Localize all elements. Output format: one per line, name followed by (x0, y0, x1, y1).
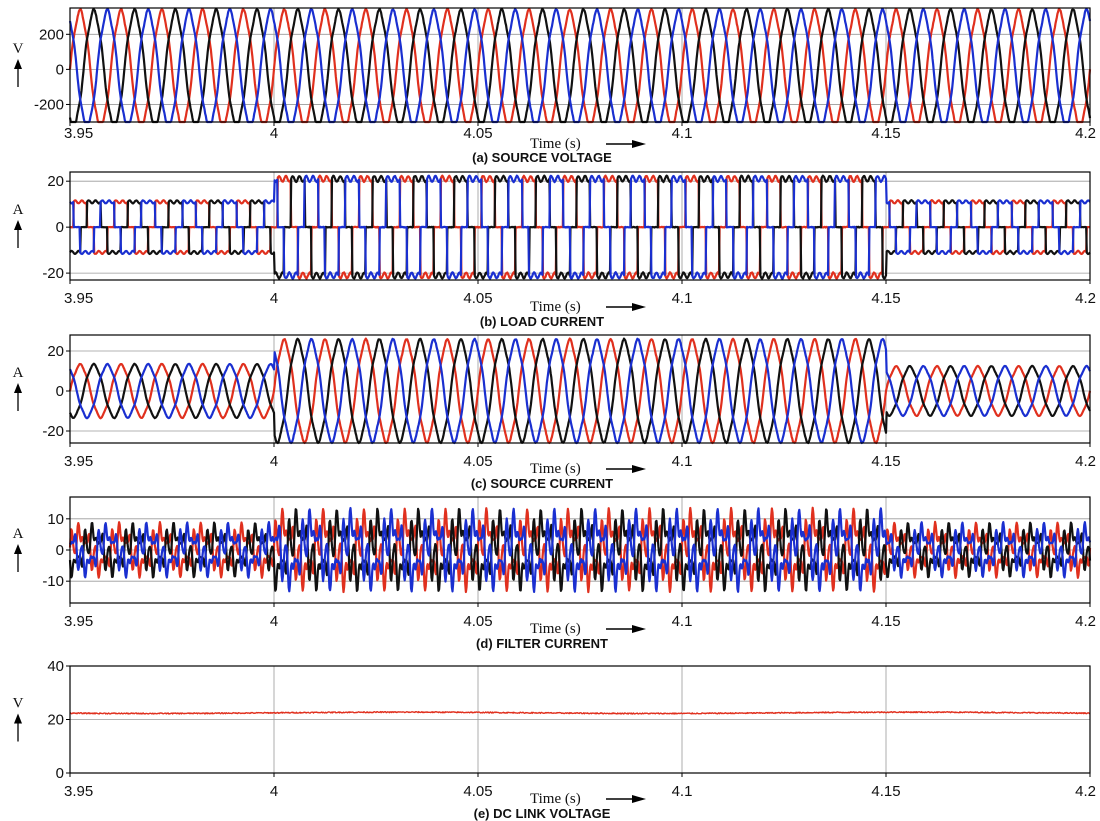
y-tick-label: 0 (56, 61, 64, 78)
series-line-1 (68, 7, 1092, 124)
x-tick-label: 4.15 (871, 125, 900, 142)
x-tick-label: 4.05 (463, 125, 492, 142)
y-arrow-head-icon (14, 220, 22, 230)
x-tick-label: 4.2 (1075, 613, 1096, 630)
x-axis-label: Time (s) (530, 791, 581, 807)
y-arrow-head-icon (14, 713, 22, 724)
plot-frame (69, 334, 1091, 444)
y-tick-label: -20 (42, 423, 64, 440)
x-arrow-head-icon (632, 303, 646, 311)
panel-3: -20 0 20 3.95 4 4.05 4.1 4.15 4.2 A Time (s)(c) SO… (13, 334, 1096, 491)
panel-1: -200 0 200 3.95 4 4.05 4.1 4.15 4.2 V Time (s)(a) … (13, 7, 1096, 165)
series-line-1 (69, 174, 1091, 280)
x-tick-label: 3.95 (64, 783, 93, 800)
x-tick-label: 4.1 (672, 453, 693, 470)
panel-caption: (e) DC LINK VOLTAGE (474, 806, 611, 821)
x-tick-label: 3.95 (64, 125, 93, 142)
x-tick-label: 3.95 (64, 453, 93, 470)
x-tick-label: 4.1 (672, 290, 693, 307)
y-tick-label: 0 (56, 383, 64, 400)
y-tick-label: 40 (47, 658, 64, 675)
x-tick-label: 4 (270, 125, 278, 142)
y-tick-label: -200 (34, 96, 64, 113)
panel-caption: (c) SOURCE CURRENT (471, 476, 613, 491)
y-arrow-head-icon (14, 59, 22, 69)
y-axis-unit: A (13, 202, 24, 218)
x-tick-label: 4.15 (871, 613, 900, 630)
x-tick-label: 4.15 (871, 453, 900, 470)
x-tick-label: 4.2 (1075, 453, 1096, 470)
panel-5: 0 20 40 3.95 4 4.05 4.1 4.15 4.2 V Time (s)(e) DC … (13, 658, 1096, 821)
x-tick-label: 4 (270, 783, 278, 800)
x-tick-label: 4.1 (672, 783, 693, 800)
x-tick-label: 3.95 (64, 613, 93, 630)
series-line-1 (69, 710, 1091, 715)
x-tick-label: 4.15 (871, 783, 900, 800)
y-tick-label: -20 (42, 265, 64, 282)
series-line-1 (68, 337, 1092, 445)
x-tick-label: 4.2 (1075, 125, 1096, 142)
x-tick-label: 4.2 (1075, 290, 1096, 307)
x-axis-label: Time (s) (530, 621, 581, 637)
panel-caption: (b) LOAD CURRENT (480, 314, 604, 329)
series-line-3 (69, 174, 1091, 280)
y-tick-label: -10 (42, 573, 64, 590)
y-axis-unit: V (13, 41, 24, 57)
panel-2: -20 0 20 3.95 4 4.05 4.1 4.15 4.2 A Time (s)(b) LO… (13, 171, 1096, 329)
plot-frame (69, 171, 1091, 281)
x-tick-label: 4.2 (1075, 783, 1096, 800)
x-tick-label: 4 (270, 613, 278, 630)
y-tick-label: 0 (56, 542, 64, 559)
series-line-3 (68, 506, 1092, 593)
x-tick-label: 4.05 (463, 290, 492, 307)
x-tick-label: 4.05 (463, 613, 492, 630)
panel-4: -10 0 10 3.95 4 4.05 4.1 4.15 4.2 A Time (s)(d) FI… (13, 496, 1096, 651)
y-tick-label: 10 (47, 511, 64, 528)
series-line-3 (68, 337, 1091, 445)
series-line-2 (69, 337, 1091, 445)
x-arrow-head-icon (632, 140, 646, 148)
y-axis-unit: V (13, 696, 24, 712)
y-arrow-head-icon (14, 383, 22, 393)
x-tick-label: 4.15 (871, 290, 900, 307)
x-tick-label: 4.05 (463, 453, 492, 470)
x-arrow-head-icon (632, 465, 646, 473)
x-arrow-head-icon (632, 625, 646, 633)
plot-frame (69, 7, 1091, 123)
series-line-3 (68, 7, 1092, 124)
y-tick-label: 20 (47, 712, 64, 729)
panel-caption: (d) FILTER CURRENT (476, 636, 608, 651)
x-tick-label: 4 (270, 290, 278, 307)
x-arrow-head-icon (632, 795, 646, 803)
y-tick-label: 20 (47, 343, 64, 360)
y-tick-label: 0 (56, 765, 64, 782)
panel-caption: (a) SOURCE VOLTAGE (472, 150, 612, 165)
x-tick-label: 3.95 (64, 290, 93, 307)
series-line-2 (69, 174, 1091, 280)
x-tick-label: 4.05 (463, 783, 492, 800)
y-axis-unit: A (13, 526, 24, 542)
y-tick-label: 0 (56, 219, 64, 236)
x-axis-label: Time (s) (530, 136, 581, 152)
y-tick-label: 20 (47, 173, 64, 190)
x-axis-label: Time (s) (530, 299, 581, 315)
x-tick-label: 4.1 (672, 125, 693, 142)
x-tick-label: 4.1 (672, 613, 693, 630)
y-axis-unit: A (13, 365, 24, 381)
series-line-2 (68, 7, 1092, 124)
y-tick-label: 200 (39, 26, 64, 43)
x-axis-label: Time (s) (530, 461, 581, 477)
x-tick-label: 4 (270, 453, 278, 470)
y-arrow-head-icon (14, 544, 22, 554)
